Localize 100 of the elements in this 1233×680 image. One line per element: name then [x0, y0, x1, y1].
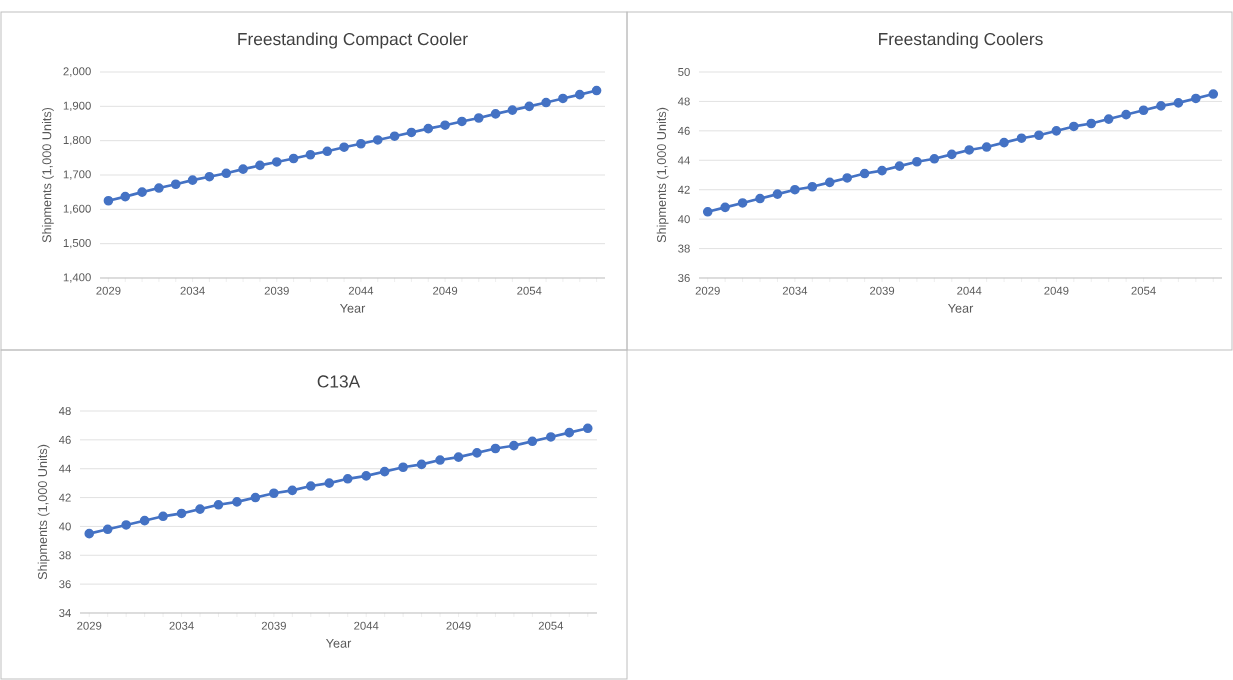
- x-tick-label: 2044: [957, 286, 982, 295]
- point: [702, 206, 713, 217]
- point: [232, 497, 242, 507]
- point: [524, 101, 535, 112]
- x-tick-label: 2049: [1044, 286, 1069, 295]
- point: [372, 135, 383, 145]
- point: [453, 452, 464, 462]
- point: [379, 466, 390, 477]
- point: [509, 440, 519, 451]
- point: [574, 89, 585, 100]
- x-axis-title: Year: [339, 303, 366, 313]
- point: [591, 85, 602, 96]
- point: [158, 511, 168, 522]
- point: [912, 156, 922, 167]
- point: [305, 149, 316, 160]
- point: [472, 448, 482, 458]
- point: [946, 149, 957, 160]
- point: [457, 116, 467, 127]
- y-tick-label: 2,000: [63, 67, 91, 77]
- y-tick-label: 1,500: [63, 238, 91, 249]
- y-tick-label: 34: [59, 608, 71, 617]
- point: [1156, 101, 1166, 111]
- x-tick-label: 2044: [354, 621, 379, 630]
- point: [102, 524, 113, 535]
- point: [527, 436, 538, 447]
- chart-title: C13A: [317, 375, 361, 388]
- y-axis-title: Shipments (1,000 Units): [41, 107, 54, 243]
- y-axis-title: Shipments (1,000 Units): [37, 444, 50, 580]
- point: [84, 528, 95, 539]
- point: [564, 427, 575, 438]
- point: [1191, 93, 1201, 104]
- point: [999, 137, 1009, 148]
- point: [1103, 114, 1114, 124]
- point: [790, 184, 800, 195]
- x-tick-label: 2034: [782, 286, 808, 295]
- point: [176, 508, 187, 519]
- point: [582, 423, 593, 434]
- x-tick-label: 2039: [264, 286, 289, 295]
- point: [964, 145, 975, 155]
- point: [324, 478, 335, 488]
- point: [398, 462, 408, 473]
- point: [170, 179, 181, 190]
- y-tick-label: 1,700: [63, 170, 91, 180]
- point: [406, 127, 417, 138]
- point: [1034, 130, 1044, 141]
- point: [238, 164, 248, 174]
- point: [271, 157, 282, 167]
- point: [473, 113, 484, 123]
- point: [546, 432, 556, 442]
- y-axis-title: Shipments (1,000 Units): [656, 107, 669, 243]
- point: [1121, 109, 1131, 120]
- x-tick-label: 2029: [695, 286, 720, 295]
- point: [288, 153, 299, 164]
- y-tick-label: 40: [677, 215, 690, 224]
- point: [894, 161, 905, 171]
- point: [807, 181, 818, 192]
- point: [1208, 89, 1219, 99]
- y-tick-label: 50: [678, 67, 690, 76]
- x-tick-label: 2054: [517, 286, 542, 295]
- x-tick-label: 2044: [348, 286, 374, 295]
- y-tick-label: 48: [677, 97, 690, 106]
- y-tick-label: 38: [59, 551, 71, 560]
- point: [929, 154, 940, 164]
- point: [204, 171, 215, 182]
- x-tick-label: 2054: [538, 621, 564, 630]
- point: [558, 93, 568, 104]
- point: [1138, 105, 1149, 116]
- point: [541, 97, 551, 108]
- point: [361, 471, 372, 481]
- point: [287, 485, 298, 496]
- y-tick-label: 1,900: [63, 101, 91, 112]
- y-tick-label: 1,600: [63, 204, 91, 214]
- y-tick-label: 1,400: [63, 273, 91, 283]
- x-tick-label: 2039: [870, 286, 895, 295]
- x-tick-label: 2029: [77, 621, 102, 630]
- point: [1051, 126, 1062, 136]
- point: [255, 160, 265, 171]
- y-tick-label: 36: [59, 580, 71, 589]
- point: [139, 515, 150, 526]
- y-tick-label: 1,800: [63, 135, 91, 146]
- point: [250, 492, 261, 503]
- y-tick-label: 44: [58, 464, 71, 473]
- point: [507, 105, 518, 115]
- x-tick-label: 2034: [180, 286, 205, 295]
- point: [490, 443, 501, 454]
- point: [154, 183, 164, 193]
- y-tick-label: 46: [677, 126, 690, 135]
- point: [720, 202, 730, 213]
- point: [1016, 133, 1027, 144]
- y-tick-label: 38: [678, 244, 690, 253]
- point: [120, 191, 131, 202]
- x-tick-label: 2029: [96, 286, 121, 295]
- point: [356, 138, 366, 149]
- point: [737, 198, 748, 208]
- point: [187, 175, 198, 185]
- x-tick-label: 2049: [433, 286, 458, 295]
- point: [416, 459, 427, 470]
- x-tick-label: 2039: [261, 621, 286, 630]
- point: [440, 120, 450, 131]
- point: [137, 187, 147, 197]
